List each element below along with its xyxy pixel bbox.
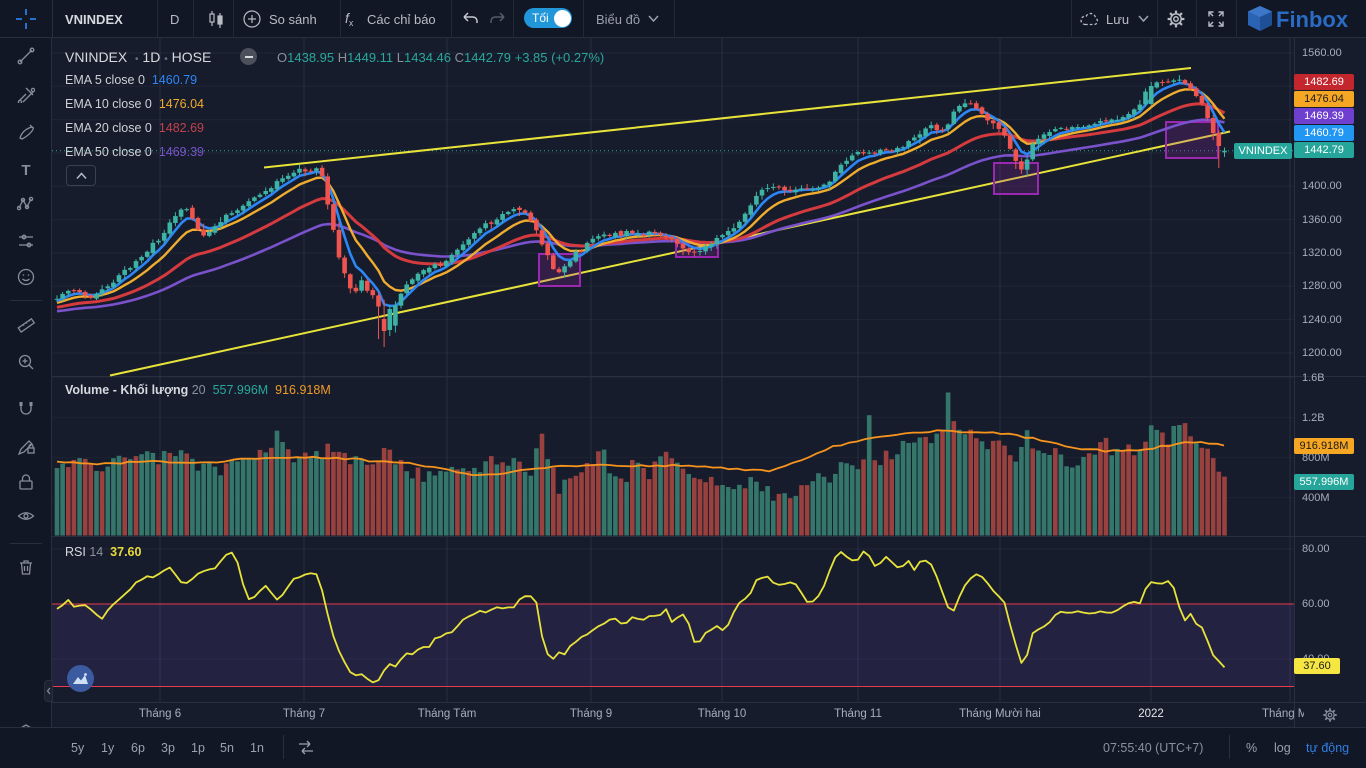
svg-text:Finbox: Finbox: [1276, 7, 1349, 32]
svg-text:T: T: [21, 162, 30, 178]
